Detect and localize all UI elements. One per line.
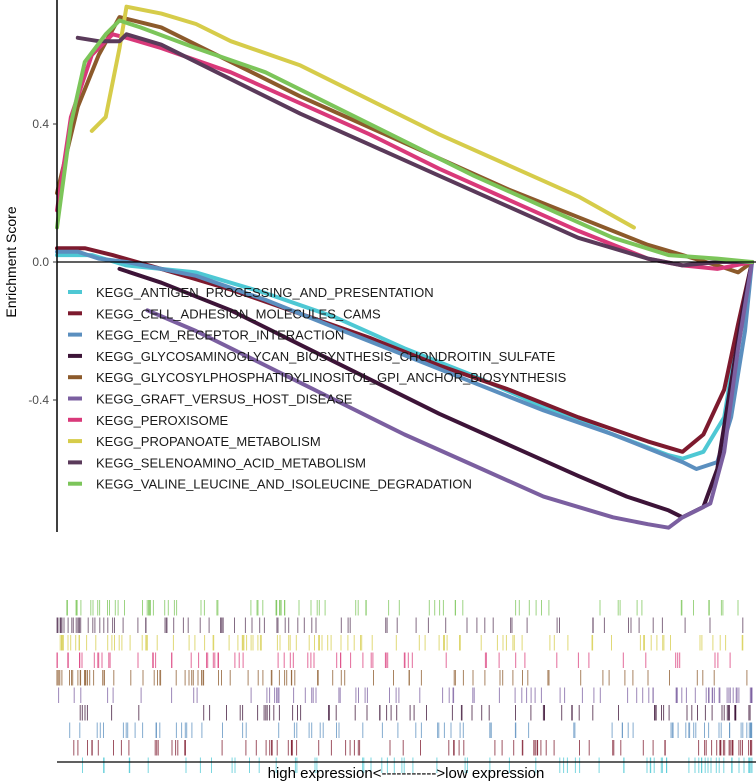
series-line-5 xyxy=(55,15,754,275)
y-tick-label: 0.4 xyxy=(32,117,49,131)
series-line-10 xyxy=(55,18,754,264)
legend-label-8: KEGG_PROPANOATE_METABOLISM xyxy=(96,434,321,449)
legend-label-7: KEGG_PEROXISOME xyxy=(96,413,229,428)
series-line-9 xyxy=(75,32,754,268)
legend: KEGG_ANTIGEN_PROCESSING_AND_PRESENTATION… xyxy=(68,285,567,492)
series-line-7 xyxy=(55,32,754,271)
legend-label-10: KEGG_VALINE_LEUCINE_AND_ISOLEUCINE_DEGRA… xyxy=(96,477,472,492)
x-axis-title: high expression<----------->low expressi… xyxy=(268,765,545,782)
y-tick-label: -0.4 xyxy=(28,393,49,407)
hit-rug-panel xyxy=(56,600,753,773)
series-line-6 xyxy=(145,260,754,530)
y-tick-label: 0.0 xyxy=(32,255,49,269)
y-axis-title: Enrichment Score xyxy=(3,206,19,317)
series-lines xyxy=(55,4,754,530)
y-axis-ticks: -0.4 0.0 0.4 xyxy=(28,117,57,407)
legend-label-4: KEGG_GLYCOSAMINOGLYCAN_BIOSYNTHESIS_CHON… xyxy=(96,349,556,364)
legend-label-9: KEGG_SELENOAMINO_ACID_METABOLISM xyxy=(96,455,366,470)
legend-label-3: KEGG_ECM_RECEPTOR_INTERACTION xyxy=(96,328,344,343)
series-line-4 xyxy=(117,260,754,520)
series-line-8 xyxy=(89,4,636,230)
legend-label-5: KEGG_GLYCOSYLPHOSPHATIDYLINOSITOL_GPI_AN… xyxy=(96,370,567,385)
legend-label-6: KEGG_GRAFT_VERSUS_HOST_DISEASE xyxy=(96,392,353,407)
legend-label-2: KEGG_CELL_ADHESION_MOLECULES_CAMS xyxy=(96,306,381,321)
legend-label-1: KEGG_ANTIGEN_PROCESSING_AND_PRESENTATION xyxy=(96,285,434,300)
